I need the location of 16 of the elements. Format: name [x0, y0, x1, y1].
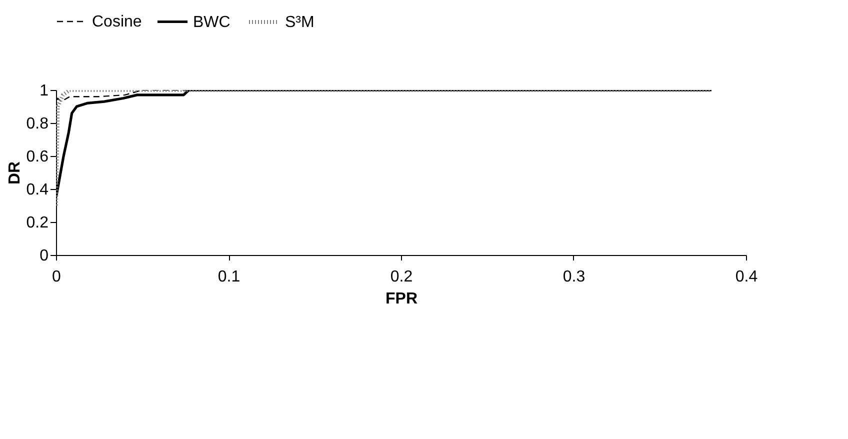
y-tick-label: 0 — [40, 248, 49, 264]
y-tick-label: 0.4 — [26, 182, 49, 198]
legend-label: Cosine — [92, 14, 142, 30]
x-axis-title: FPR — [386, 290, 418, 308]
x-tick-label: 0.1 — [218, 268, 240, 286]
x-tick-label: 0 — [52, 268, 62, 286]
y-tick-label: 0.2 — [26, 214, 49, 232]
y-tick-label: 1 — [40, 82, 49, 100]
y-axis-title: DR — [6, 161, 24, 185]
y-tick-label: 0.8 — [26, 116, 49, 132]
x-tick-label: 0.2 — [390, 268, 413, 286]
x-tick-label: 0.3 — [562, 268, 586, 286]
y-tick-label: 0.6 — [26, 148, 49, 166]
x-tick-label: 0.4 — [735, 268, 758, 286]
legend-label: S³M — [285, 14, 314, 31]
legend-label: BWC — [193, 14, 230, 31]
